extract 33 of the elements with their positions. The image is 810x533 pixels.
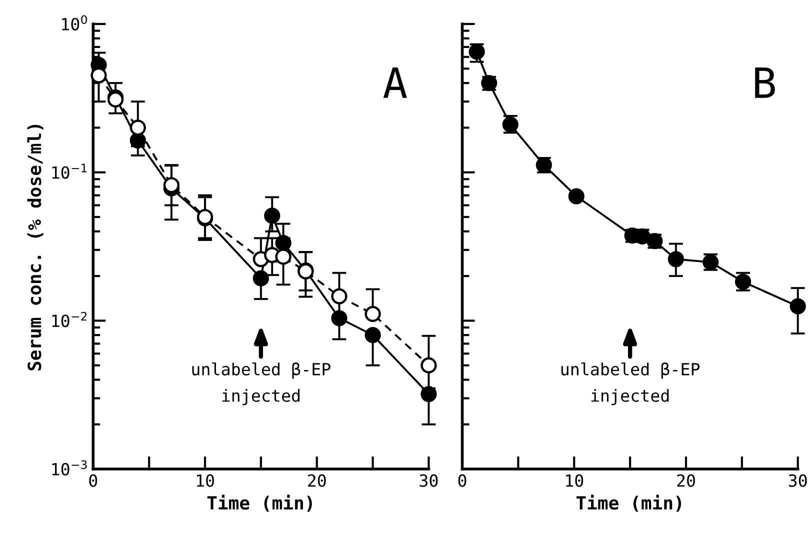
point <box>331 310 348 326</box>
x-tick-label: 20 <box>308 474 326 487</box>
y-tick-label: 10$^{−1}$ <box>52 164 87 179</box>
annotation: unlabeled β-EP injected <box>561 362 700 406</box>
point <box>420 386 437 402</box>
x-axis-title: Time (min) <box>576 494 682 512</box>
y-tick-label: 10$^{−2}$ <box>52 312 87 328</box>
point <box>275 248 292 265</box>
y-axis-title: Serum conc. (% dose/ml) <box>27 124 44 370</box>
annotation: unlabeled β-EP injected <box>192 362 330 406</box>
x-tick-label: 0 <box>89 474 98 487</box>
point <box>130 120 146 136</box>
point <box>364 327 381 344</box>
x-tick-label: 20 <box>677 474 695 487</box>
point <box>790 298 806 314</box>
point <box>252 270 269 286</box>
point <box>264 208 280 224</box>
y-tick-label: 10$^{−3}$ <box>52 460 87 476</box>
x-tick-label: 10 <box>196 474 214 487</box>
x-tick-label: 10 <box>566 474 584 487</box>
point <box>420 357 437 374</box>
point <box>668 251 684 268</box>
x-tick-label: 30 <box>420 474 438 487</box>
x-tick-label: 30 <box>788 474 807 487</box>
x-tick-label: 0 <box>458 474 466 487</box>
annotation: A <box>383 68 407 98</box>
point <box>364 306 381 322</box>
x-axis-title: Time (min) <box>207 494 312 512</box>
point <box>331 288 348 304</box>
point <box>568 188 584 204</box>
annotation: B <box>755 68 775 98</box>
point <box>130 132 146 149</box>
y-tick-label: 10$^{0}$ <box>62 15 87 30</box>
